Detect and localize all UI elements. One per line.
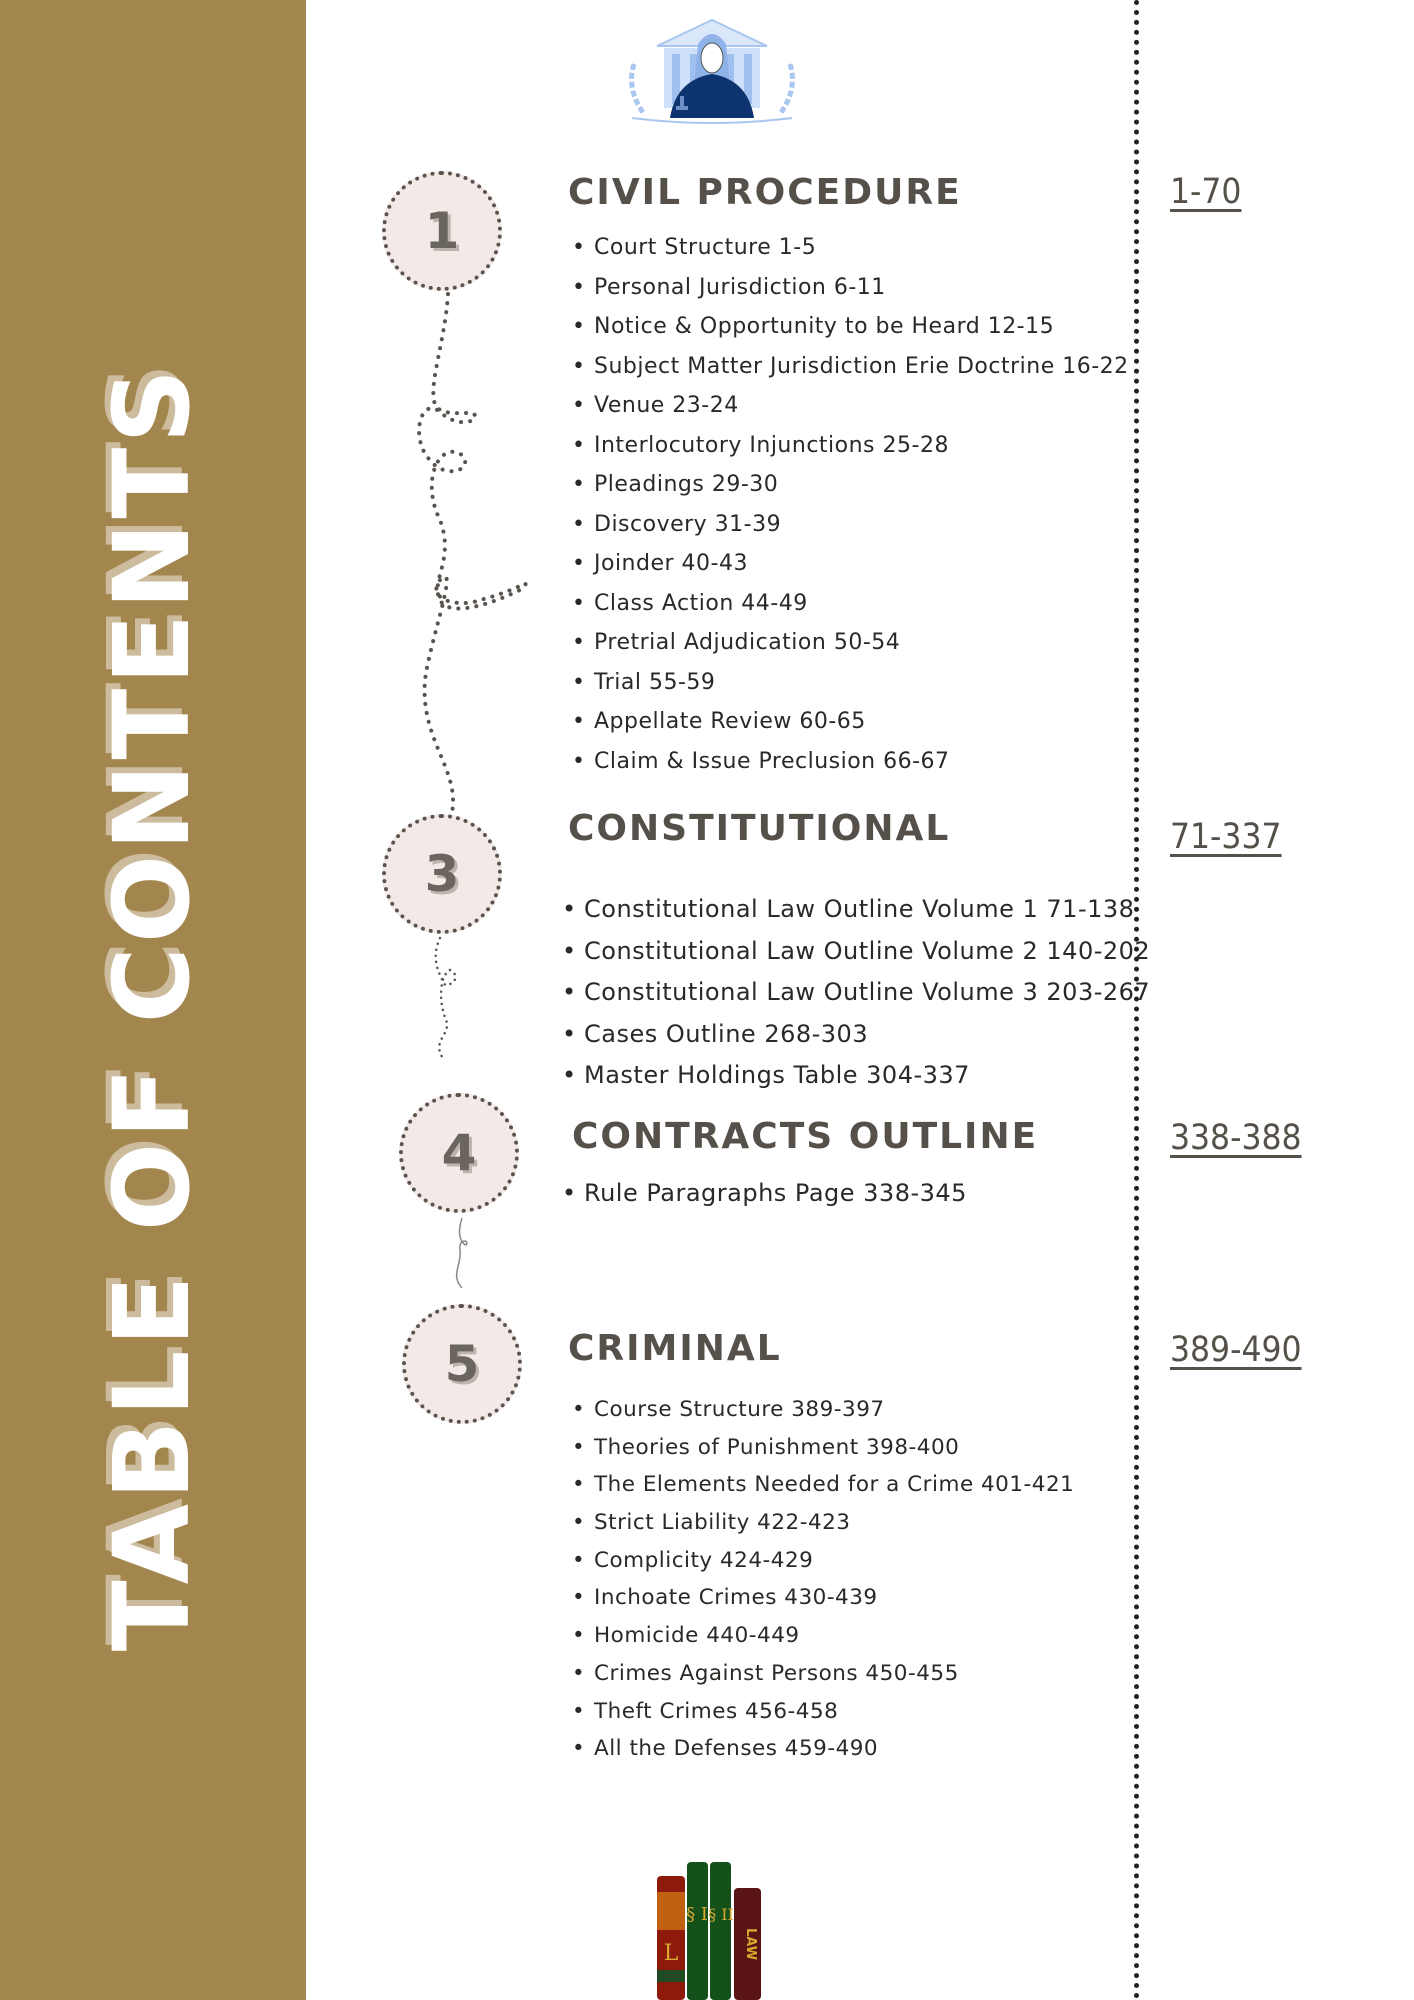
list-item: Theories of Punishment 398-400 — [572, 1429, 1074, 1467]
list-item: Class Action 44-49 — [572, 584, 1129, 624]
section-heading: CONTRACTS OUTLINE — [572, 1116, 1039, 1157]
page-range-link[interactable]: 71-337 — [1170, 817, 1282, 857]
section-number-circle: 1 — [382, 171, 502, 291]
section-item-list: Court Structure 1-5 Personal Jurisdictio… — [572, 228, 1129, 782]
list-item: Court Structure 1-5 — [572, 228, 1129, 268]
list-item: Notice & Opportunity to be Heard 12-15 — [572, 307, 1129, 347]
list-item: Trial 55-59 — [572, 663, 1129, 703]
book-label: L — [664, 1941, 679, 1966]
section-number-circle: 4 — [399, 1093, 519, 1213]
section-heading: CRIMINAL — [568, 1328, 782, 1369]
list-item: Constitutional Law Outline Volume 2 140-… — [562, 931, 1150, 973]
list-item: Claim & Issue Preclusion 66-67 — [572, 742, 1129, 782]
section-item-list: Course Structure 389-397 Theories of Pun… — [572, 1391, 1074, 1768]
list-item: Subject Matter Jurisdiction Erie Doctrin… — [572, 347, 1129, 387]
list-item: Theft Crimes 456-458 — [572, 1693, 1074, 1731]
list-item: Rule Paragraphs Page 338-345 — [562, 1173, 967, 1215]
section-heading: CIVIL PROCEDURE — [568, 172, 962, 213]
list-item: Interlocutory Injunctions 25-28 — [572, 426, 1129, 466]
section-number-circle: 5 — [402, 1304, 522, 1424]
sidebar: TABLE OF CONTENTS — [0, 0, 306, 2000]
law-books-icon: L § I § II LAW — [657, 1862, 761, 2000]
list-item: Appellate Review 60-65 — [572, 702, 1129, 742]
list-item: All the Defenses 459-490 — [572, 1730, 1074, 1768]
list-item: Cases Outline 268-303 — [562, 1014, 1150, 1056]
section-heading: CONSTITUTIONAL — [568, 808, 951, 849]
list-item: Complicity 424-429 — [572, 1542, 1074, 1580]
list-item: Inchoate Crimes 430-439 — [572, 1579, 1074, 1617]
list-item: Constitutional Law Outline Volume 1 71-1… — [562, 889, 1150, 931]
list-item: Homicide 440-449 — [572, 1617, 1074, 1655]
list-item: Pleadings 29-30 — [572, 465, 1129, 505]
list-item: Strict Liability 422-423 — [572, 1504, 1074, 1542]
page-range-link[interactable]: 1-70 — [1170, 172, 1242, 212]
page-range-link[interactable]: 338-388 — [1170, 1118, 1302, 1158]
book-label: § II — [708, 1905, 734, 1924]
list-item: Venue 23-24 — [572, 386, 1129, 426]
list-item: Crimes Against Persons 450-455 — [572, 1655, 1074, 1693]
section-item-list: Rule Paragraphs Page 338-345 — [562, 1173, 967, 1215]
list-item: Personal Jurisdiction 6-11 — [572, 268, 1129, 308]
book-label: § I — [686, 1904, 708, 1925]
section-item-list: Constitutional Law Outline Volume 1 71-1… — [562, 889, 1150, 1097]
section-number-circle: 3 — [382, 814, 502, 934]
list-item: Pretrial Adjudication 50-54 — [572, 623, 1129, 663]
book-label: LAW — [743, 1928, 758, 1960]
list-item: Constitutional Law Outline Volume 3 203-… — [562, 972, 1150, 1014]
page-range-link[interactable]: 389-490 — [1170, 1330, 1302, 1370]
list-item: Course Structure 389-397 — [572, 1391, 1074, 1429]
list-item: The Elements Needed for a Crime 401-421 — [572, 1466, 1074, 1504]
judge-icon — [629, 18, 795, 124]
list-item: Joinder 40-43 — [572, 544, 1129, 584]
list-item: Master Holdings Table 304-337 — [562, 1055, 1150, 1097]
list-item: Discovery 31-39 — [572, 505, 1129, 545]
